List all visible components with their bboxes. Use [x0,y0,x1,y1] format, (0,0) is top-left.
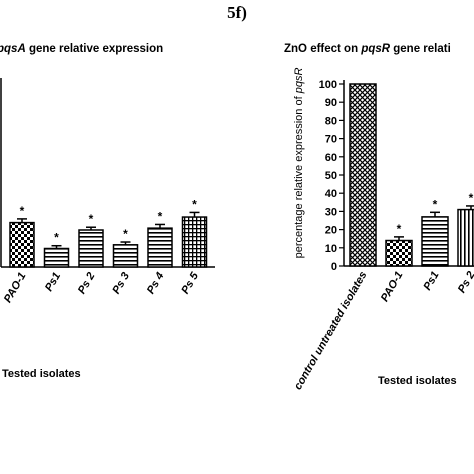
bar [112,244,139,268]
y-tick-label: 30 [325,206,337,218]
chart-pqsR: ZnO effect on pqsR gene relati 0 10 20 30 40 5… [284,43,474,392]
bar [43,247,70,268]
significance-marker: * [89,212,94,226]
significance-marker: * [192,197,197,211]
category-label: Ps1 [421,270,441,293]
chart-title: ZnO effect on pqsR gene relati [284,43,451,55]
category-label: PAO-1 [2,271,29,305]
y-tick-label: 90 [325,97,337,109]
x-axis-label: Tested isolates [378,375,457,387]
category-label: Ps 4 [145,271,167,297]
bar [421,216,449,267]
y-tick-label: 0 [331,261,337,273]
significance-marker: * [433,197,438,211]
significance-marker: * [54,231,59,245]
chart-pqsA: pqsA gene relative expression * PAO-1 * Ps1 *… [0,43,215,380]
x-axis-label: Tested isolates [2,368,81,380]
category-label: PAO-1 [379,270,406,304]
category-label: Ps 2 [456,270,474,296]
bar [181,216,208,268]
bar [385,239,413,267]
bar [9,221,35,268]
category-label: Ps 3 [110,271,132,297]
y-tick-label: 70 [325,134,337,146]
bar [457,208,474,267]
y-tick-label: 40 [325,188,337,200]
category-label: control untreated isolates [292,270,370,392]
chart-title: pqsA gene relative expression [0,43,163,55]
y-tick-label: 20 [325,225,337,237]
y-tick-label: 60 [325,152,337,164]
y-tick-label: 80 [325,115,337,127]
category-label: Ps 2 [76,271,98,297]
bar [349,83,377,267]
y-tick-label: 100 [319,79,337,91]
y-tick-label: 10 [325,243,337,255]
significance-marker: * [397,222,402,236]
figure-label: 5f) [227,3,247,22]
significance-marker: * [123,227,128,241]
significance-marker: * [158,209,163,223]
significance-marker: * [20,204,25,218]
bar [147,227,173,268]
significance-marker: * [469,191,474,205]
category-label: Ps1 [43,271,63,294]
category-label: Ps 5 [179,270,201,296]
y-tick-label: 50 [325,170,337,182]
bar [78,229,104,268]
y-axis-label: percentage relative expression of pqsR [293,68,305,259]
